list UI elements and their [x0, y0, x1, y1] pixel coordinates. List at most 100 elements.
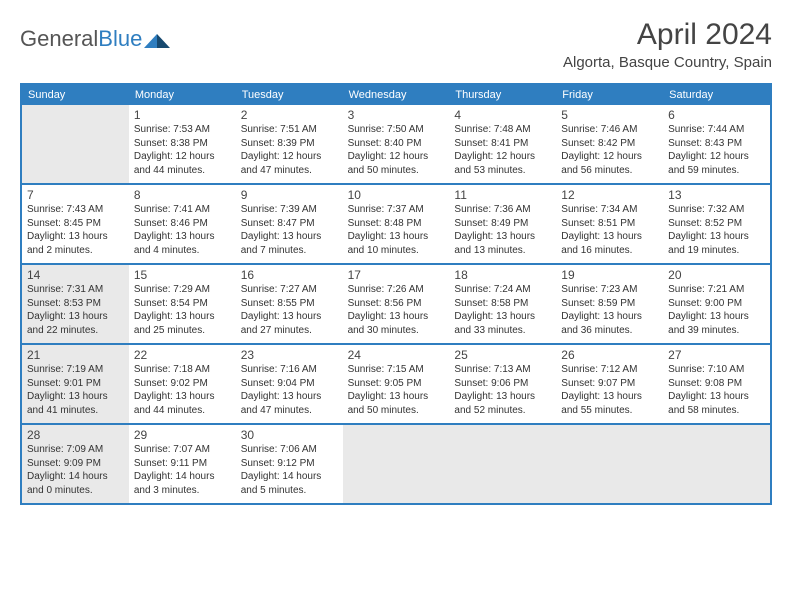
cell-sunset: Sunset: 8:56 PM [348, 297, 445, 311]
cell-sunset: Sunset: 8:45 PM [27, 217, 124, 231]
day-number: 5 [561, 108, 658, 122]
day-number: 17 [348, 268, 445, 282]
cell-dl1: Daylight: 13 hours [348, 310, 445, 324]
cell-dl2: and 36 minutes. [561, 324, 658, 338]
cell-sunset: Sunset: 9:00 PM [668, 297, 765, 311]
cell-sunrise: Sunrise: 7:29 AM [134, 283, 231, 297]
cell-sunrise: Sunrise: 7:39 AM [241, 203, 338, 217]
day-header: Tuesday [236, 85, 343, 105]
cell-dl1: Daylight: 13 hours [454, 390, 551, 404]
day-number: 15 [134, 268, 231, 282]
cell-sunset: Sunset: 9:01 PM [27, 377, 124, 391]
calendar-cell-empty [343, 425, 450, 503]
cell-sunrise: Sunrise: 7:53 AM [134, 123, 231, 137]
cell-sunrise: Sunrise: 7:34 AM [561, 203, 658, 217]
cell-dl2: and 2 minutes. [27, 244, 124, 258]
cell-sunrise: Sunrise: 7:10 AM [668, 363, 765, 377]
cell-sunrise: Sunrise: 7:44 AM [668, 123, 765, 137]
calendar-cell: 18Sunrise: 7:24 AMSunset: 8:58 PMDayligh… [449, 265, 556, 343]
cell-dl2: and 47 minutes. [241, 164, 338, 178]
calendar-cell: 14Sunrise: 7:31 AMSunset: 8:53 PMDayligh… [22, 265, 129, 343]
day-number: 7 [27, 188, 124, 202]
cell-dl2: and 56 minutes. [561, 164, 658, 178]
day-number: 27 [668, 348, 765, 362]
cell-sunrise: Sunrise: 7:36 AM [454, 203, 551, 217]
calendar-cell: 15Sunrise: 7:29 AMSunset: 8:54 PMDayligh… [129, 265, 236, 343]
calendar-cell: 8Sunrise: 7:41 AMSunset: 8:46 PMDaylight… [129, 185, 236, 263]
cell-dl1: Daylight: 12 hours [454, 150, 551, 164]
cell-dl2: and 50 minutes. [348, 164, 445, 178]
cell-sunrise: Sunrise: 7:46 AM [561, 123, 658, 137]
cell-dl1: Daylight: 13 hours [561, 390, 658, 404]
calendar-cell: 19Sunrise: 7:23 AMSunset: 8:59 PMDayligh… [556, 265, 663, 343]
cell-dl2: and 13 minutes. [454, 244, 551, 258]
cell-sunset: Sunset: 8:51 PM [561, 217, 658, 231]
cell-dl1: Daylight: 13 hours [561, 310, 658, 324]
day-number: 18 [454, 268, 551, 282]
calendar-cell: 20Sunrise: 7:21 AMSunset: 9:00 PMDayligh… [663, 265, 770, 343]
cell-dl2: and 30 minutes. [348, 324, 445, 338]
cell-dl2: and 27 minutes. [241, 324, 338, 338]
calendar-week: 1Sunrise: 7:53 AMSunset: 8:38 PMDaylight… [22, 105, 770, 185]
cell-sunset: Sunset: 8:42 PM [561, 137, 658, 151]
cell-dl1: Daylight: 13 hours [27, 390, 124, 404]
calendar-cell: 3Sunrise: 7:50 AMSunset: 8:40 PMDaylight… [343, 105, 450, 183]
cell-sunset: Sunset: 9:02 PM [134, 377, 231, 391]
calendar-week: 7Sunrise: 7:43 AMSunset: 8:45 PMDaylight… [22, 185, 770, 265]
day-header: Sunday [22, 85, 129, 105]
cell-dl2: and 47 minutes. [241, 404, 338, 418]
day-header: Wednesday [343, 85, 450, 105]
calendar-cell: 29Sunrise: 7:07 AMSunset: 9:11 PMDayligh… [129, 425, 236, 503]
cell-dl2: and 44 minutes. [134, 164, 231, 178]
calendar-cell: 4Sunrise: 7:48 AMSunset: 8:41 PMDaylight… [449, 105, 556, 183]
calendar-cell: 27Sunrise: 7:10 AMSunset: 9:08 PMDayligh… [663, 345, 770, 423]
day-number: 22 [134, 348, 231, 362]
cell-sunset: Sunset: 9:09 PM [27, 457, 124, 471]
calendar-week: 28Sunrise: 7:09 AMSunset: 9:09 PMDayligh… [22, 425, 770, 505]
cell-dl1: Daylight: 13 hours [668, 230, 765, 244]
cell-sunset: Sunset: 9:07 PM [561, 377, 658, 391]
cell-sunrise: Sunrise: 7:12 AM [561, 363, 658, 377]
cell-dl1: Daylight: 13 hours [134, 390, 231, 404]
calendar-cell-empty [663, 425, 770, 503]
cell-dl1: Daylight: 13 hours [134, 310, 231, 324]
day-number: 13 [668, 188, 765, 202]
cell-dl1: Daylight: 13 hours [241, 310, 338, 324]
calendar-cell: 1Sunrise: 7:53 AMSunset: 8:38 PMDaylight… [129, 105, 236, 183]
cell-dl1: Daylight: 13 hours [27, 230, 124, 244]
logo-word2: Blue [98, 26, 142, 51]
cell-dl2: and 10 minutes. [348, 244, 445, 258]
day-number: 3 [348, 108, 445, 122]
cell-sunrise: Sunrise: 7:51 AM [241, 123, 338, 137]
cell-sunrise: Sunrise: 7:24 AM [454, 283, 551, 297]
logo-triangle-icon [144, 30, 170, 48]
cell-sunrise: Sunrise: 7:41 AM [134, 203, 231, 217]
cell-dl2: and 53 minutes. [454, 164, 551, 178]
cell-sunset: Sunset: 9:05 PM [348, 377, 445, 391]
cell-sunset: Sunset: 8:38 PM [134, 137, 231, 151]
cell-dl1: Daylight: 12 hours [241, 150, 338, 164]
cell-sunset: Sunset: 8:58 PM [454, 297, 551, 311]
cell-dl1: Daylight: 13 hours [668, 310, 765, 324]
calendar-cell: 24Sunrise: 7:15 AMSunset: 9:05 PMDayligh… [343, 345, 450, 423]
cell-dl2: and 3 minutes. [134, 484, 231, 498]
cell-dl2: and 58 minutes. [668, 404, 765, 418]
cell-dl1: Daylight: 14 hours [134, 470, 231, 484]
cell-sunrise: Sunrise: 7:26 AM [348, 283, 445, 297]
day-number: 4 [454, 108, 551, 122]
calendar-cell: 17Sunrise: 7:26 AMSunset: 8:56 PMDayligh… [343, 265, 450, 343]
cell-dl2: and 22 minutes. [27, 324, 124, 338]
cell-sunset: Sunset: 8:52 PM [668, 217, 765, 231]
location-text: Algorta, Basque Country, Spain [563, 54, 772, 71]
cell-sunrise: Sunrise: 7:06 AM [241, 443, 338, 457]
day-header: Thursday [449, 85, 556, 105]
calendar-cell-empty [449, 425, 556, 503]
calendar-cell: 30Sunrise: 7:06 AMSunset: 9:12 PMDayligh… [236, 425, 343, 503]
cell-sunset: Sunset: 9:08 PM [668, 377, 765, 391]
day-number: 29 [134, 428, 231, 442]
cell-dl1: Daylight: 12 hours [348, 150, 445, 164]
cell-sunrise: Sunrise: 7:19 AM [27, 363, 124, 377]
calendar-cell: 2Sunrise: 7:51 AMSunset: 8:39 PMDaylight… [236, 105, 343, 183]
cell-dl2: and 16 minutes. [561, 244, 658, 258]
cell-sunrise: Sunrise: 7:48 AM [454, 123, 551, 137]
